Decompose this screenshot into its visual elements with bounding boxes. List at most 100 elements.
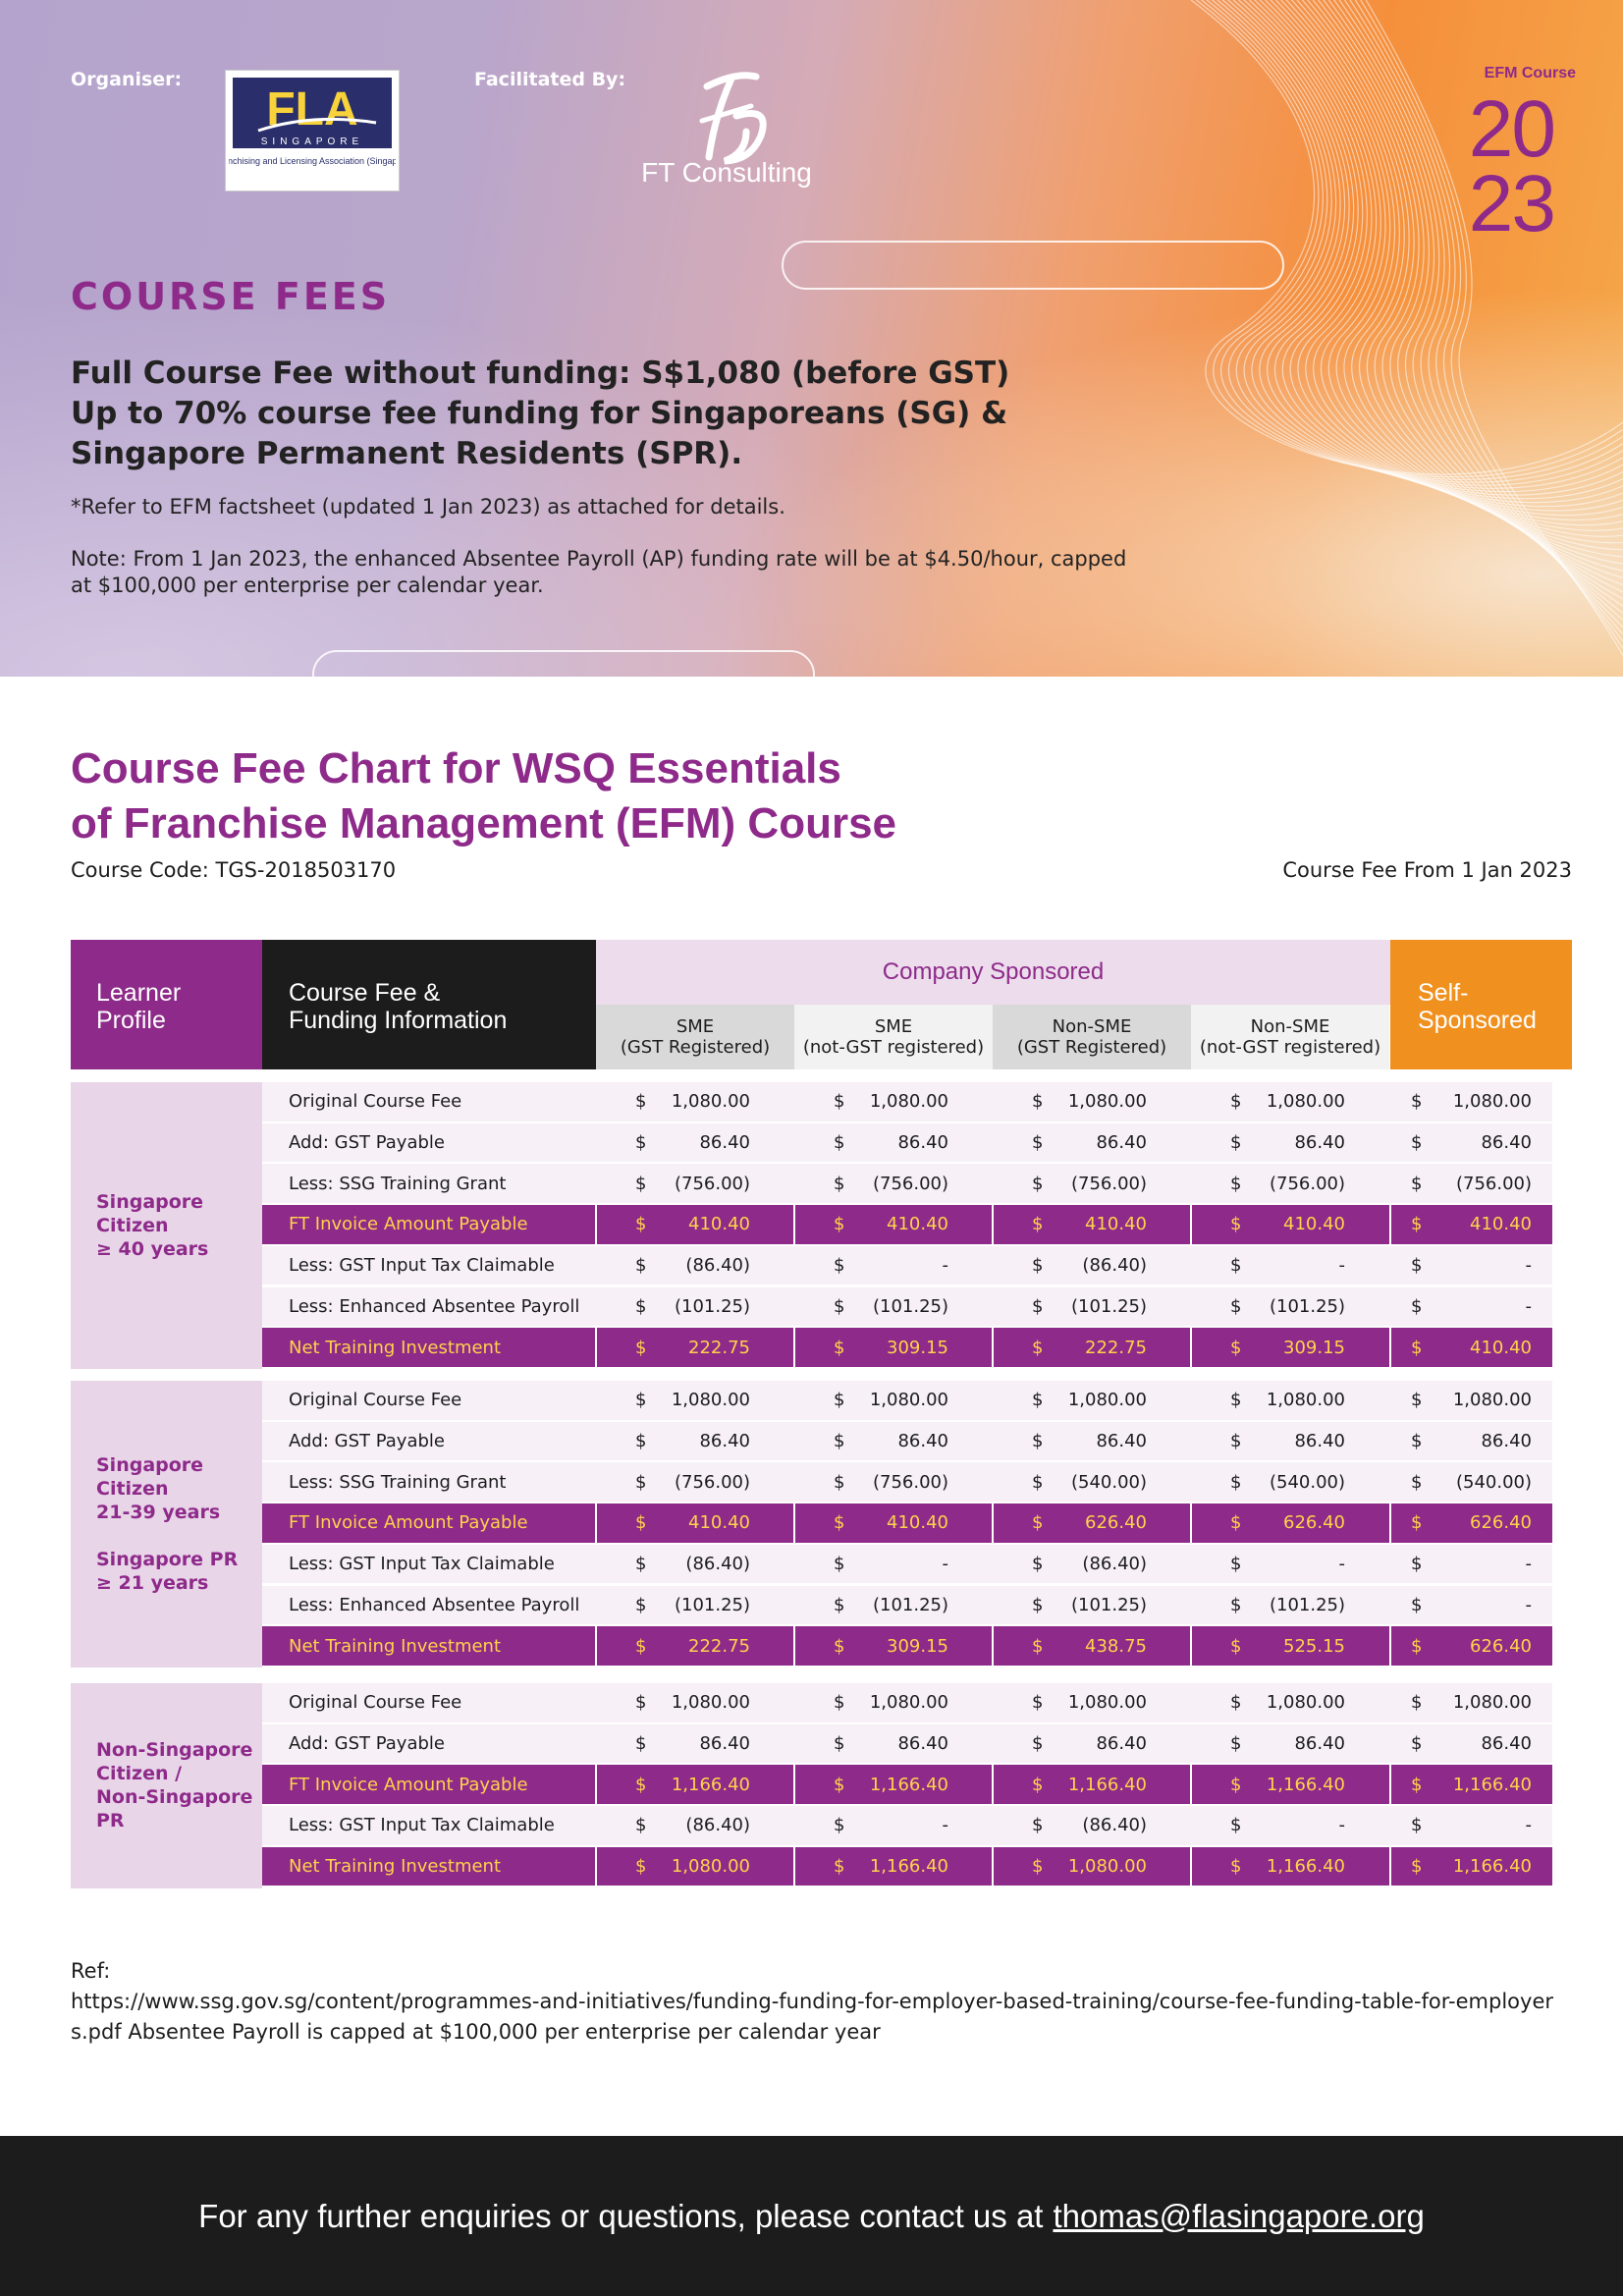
currency-symbol: $: [1411, 1214, 1423, 1235]
currency-symbol: $: [1411, 1255, 1423, 1277]
table-row: [262, 1723, 1552, 1764]
wave-lines-decoration: [1190, 0, 1623, 656]
currency-symbol: $: [635, 1774, 647, 1795]
currency-symbol: $: [635, 1132, 647, 1154]
currency-symbol: $: [1032, 1856, 1044, 1878]
subheader-2: SME (not-GST registered): [794, 1005, 993, 1069]
amount-cell: (540.00): [1455, 1471, 1532, 1493]
table-row: [262, 1286, 1552, 1327]
header-self-sponsored: Self- Sponsored: [1390, 940, 1572, 1069]
currency-symbol: $: [834, 1512, 845, 1534]
amount-cell: 1,080.00: [869, 1091, 948, 1113]
row-label: FT Invoice Amount Payable: [289, 1214, 528, 1235]
currency-symbol: $: [1411, 1815, 1423, 1836]
currency-symbol: $: [1032, 1132, 1044, 1154]
currency-symbol: $: [834, 1635, 845, 1657]
currency-symbol: $: [1230, 1815, 1242, 1836]
row-label: Less: SSG Training Grant: [289, 1173, 507, 1194]
amount-cell: (101.25): [1269, 1295, 1345, 1317]
amount-cell: 309.15: [887, 1635, 948, 1657]
amount-cell: 626.40: [1085, 1512, 1147, 1534]
full-fee-line2: Up to 70% course fee funding for Singapo…: [71, 396, 1008, 471]
amount-cell: -: [942, 1815, 949, 1836]
facilitated-label: Facilitated By:: [474, 69, 626, 90]
amount-cell: 86.40: [897, 1132, 948, 1154]
amount-cell: -: [1525, 1594, 1533, 1615]
amount-cell: 1,080.00: [671, 1692, 750, 1714]
currency-symbol: $: [1411, 1471, 1423, 1493]
currency-symbol: $: [635, 1856, 647, 1878]
column-separator: [595, 1328, 597, 1367]
currency-symbol: $: [834, 1214, 845, 1235]
table-row-highlight: [262, 1846, 1552, 1886]
amount-cell: (540.00): [1070, 1471, 1147, 1493]
amount-cell: 86.40: [1096, 1431, 1147, 1452]
row-label: FT Invoice Amount Payable: [289, 1774, 528, 1795]
header-course-fee-line2: Funding Information: [289, 1007, 508, 1034]
currency-symbol: $: [1411, 1295, 1423, 1317]
organiser-label: Organiser:: [71, 69, 183, 90]
learner-profile-line: ≥ 21 years: [96, 1571, 209, 1594]
column-separator: [992, 1626, 994, 1666]
column-separator: [1190, 1328, 1192, 1367]
amount-cell: 86.40: [1294, 1132, 1345, 1154]
amount-cell: 1,080.00: [1067, 1091, 1147, 1113]
currency-symbol: $: [834, 1431, 845, 1452]
table-row-highlight: [262, 1503, 1552, 1543]
column-separator: [595, 1205, 597, 1244]
contact-email-link[interactable]: thomas@flasingapore.org: [1053, 2197, 1425, 2234]
amount-cell: 410.40: [1470, 1214, 1532, 1235]
chart-title-line1: Course Fee Chart for WSQ Essentials: [71, 744, 841, 793]
amount-cell: 1,080.00: [1067, 1856, 1147, 1878]
amount-cell: (101.25): [674, 1295, 750, 1317]
column-separator: [1389, 1503, 1391, 1543]
reference-block: Ref: https://www.ssg.gov.sg/content/prog…: [71, 1956, 1563, 2048]
table-row: [262, 1245, 1552, 1285]
table-row: [262, 1082, 1552, 1121]
currency-symbol: $: [1230, 1132, 1242, 1154]
fla-logo-graphic: FLA SINGAPORE Franchising and Licensing …: [214, 78, 410, 166]
amount-cell: 1,080.00: [1266, 1390, 1345, 1411]
column-separator: [595, 1846, 597, 1886]
currency-symbol: $: [834, 1774, 845, 1795]
amount-cell: 86.40: [897, 1431, 948, 1452]
column-separator: [595, 1626, 597, 1666]
currency-symbol: $: [635, 1390, 647, 1411]
row-label: Net Training Investment: [289, 1635, 502, 1657]
year-top: 20: [1468, 84, 1556, 174]
currency-symbol: $: [1032, 1554, 1044, 1575]
subheader-4-line1: Non-SME: [1250, 1016, 1330, 1037]
amount-cell: 1,166.40: [1266, 1856, 1345, 1878]
currency-symbol: $: [635, 1091, 647, 1113]
amount-cell: 222.75: [1085, 1337, 1147, 1358]
reference-label: Ref:: [71, 1959, 111, 1983]
refer-factsheet-text: *Refer to EFM factsheet (updated 1 Jan 2…: [71, 495, 785, 519]
amount-cell: (86.40): [685, 1815, 750, 1836]
amount-cell: 1,080.00: [1452, 1091, 1532, 1113]
learner-profile-3: Non-Singapore Citizen / Non-Singapore PR: [71, 1683, 262, 1888]
amount-cell: 410.40: [887, 1214, 948, 1235]
currency-symbol: $: [1032, 1173, 1044, 1194]
currency-symbol: $: [1411, 1856, 1423, 1878]
amount-cell: -: [1338, 1554, 1346, 1575]
row-label: Net Training Investment: [289, 1337, 502, 1358]
currency-symbol: $: [1032, 1594, 1044, 1615]
learner-profile-2: Singapore Citizen 21-39 years Singapore PR ≥…: [71, 1381, 262, 1667]
amount-cell: 1,080.00: [1067, 1390, 1147, 1411]
subheader-3-line1: Non-SME: [1052, 1016, 1132, 1037]
row-label: Add: GST Payable: [289, 1132, 445, 1154]
currency-symbol: $: [834, 1390, 845, 1411]
amount-cell: 1,166.40: [1266, 1774, 1345, 1795]
currency-symbol: $: [1411, 1554, 1423, 1575]
amount-cell: 222.75: [688, 1635, 750, 1657]
amount-cell: -: [1338, 1255, 1346, 1277]
currency-symbol: $: [834, 1554, 845, 1575]
column-separator: [793, 1205, 795, 1244]
table-row-highlight: [262, 1765, 1552, 1805]
amount-cell: 86.40: [897, 1733, 948, 1755]
currency-symbol: $: [834, 1173, 845, 1194]
header-company-sponsored-text: Company Sponsored: [882, 958, 1105, 985]
column-separator: [1389, 1846, 1391, 1886]
currency-symbol: $: [1230, 1554, 1242, 1575]
amount-cell: -: [942, 1554, 949, 1575]
